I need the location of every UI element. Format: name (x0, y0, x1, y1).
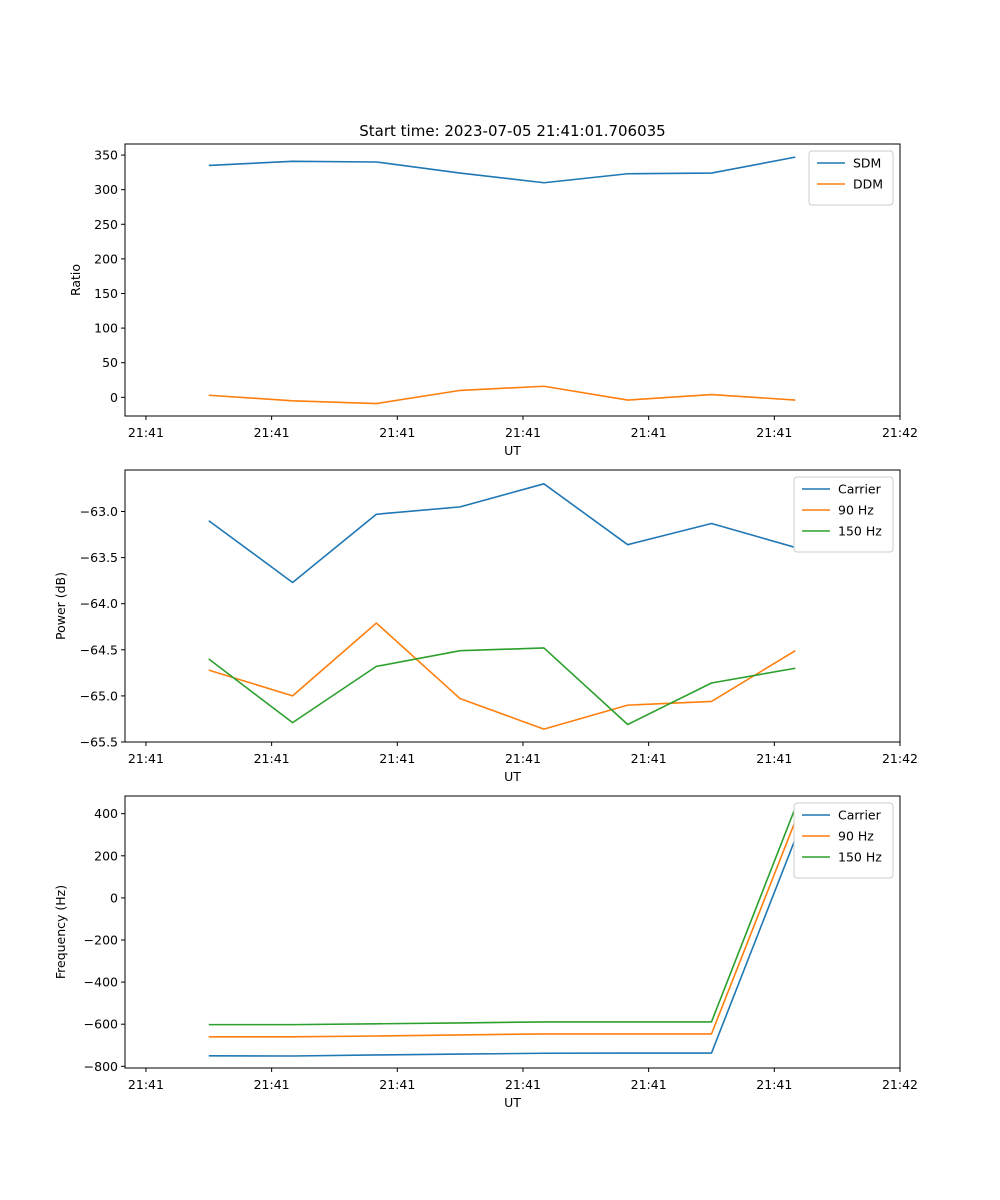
y-tick-label: 200 (94, 848, 118, 863)
y-tick-label: 50 (102, 355, 118, 370)
y-tick-label: 150 (94, 286, 118, 301)
x-tick-label: 21:41 (756, 751, 792, 766)
series-line-sdm (208, 156, 796, 184)
y-tick-label: 350 (94, 148, 118, 163)
y-tick-label: 300 (94, 182, 118, 197)
y-tick-label: −800 (84, 1059, 118, 1074)
y-tick-label: 0 (110, 890, 118, 905)
panel-3: −800 −600 −400 −200 0 200 400 21:41 21:41 21:41 21… (53, 795, 918, 1110)
legend: Carrier 90 Hz 150 Hz (793, 802, 894, 879)
chart-title: Start time: 2023-07-05 21:41:01.706035 (359, 122, 665, 140)
series-line-carrier (208, 838, 797, 1057)
x-tick-label: 21:41 (756, 425, 792, 440)
y-tick-label: −65.0 (80, 688, 118, 703)
series-line-90-hz (208, 622, 796, 730)
plot-frame (124, 795, 901, 1069)
x-tick-label: 21:41 (254, 1077, 290, 1092)
x-tick-label: 21:41 (631, 1077, 667, 1092)
x-axis-label: UT (504, 769, 521, 784)
x-tick-label: 21:41 (379, 751, 415, 766)
x-tick-label: 21:41 (505, 751, 541, 766)
legend-box (793, 476, 894, 553)
y-tick-label: −200 (84, 933, 118, 948)
y-axis-label: Ratio (68, 264, 83, 296)
panel-2: −65.5 −65.0 −64.5 −64.0 −63.5 −63.0 21:41 21:41… (53, 469, 918, 784)
y-axis-label: Frequency (Hz) (53, 885, 68, 979)
x-tick-label: 21:41 (505, 425, 541, 440)
legend-label: 90 Hz (838, 829, 874, 844)
series-line-carrier (208, 483, 796, 584)
panel-1: 0 50 100 150 200 250 300 350 21:41 21:41 21:41 21:4… (68, 143, 918, 458)
legend-label: Carrier (838, 808, 882, 823)
series-line-90-hz (208, 820, 797, 1038)
x-tick-label: 21:41 (505, 1077, 541, 1092)
y-tick-label: −63.5 (80, 550, 118, 565)
panels: 0 50 100 150 200 250 300 350 21:41 21:41 21:41 21:4… (53, 143, 918, 1110)
x-tick-label: 21:41 (631, 425, 667, 440)
series-line-ddm (208, 385, 796, 405)
x-tick-label: 21:41 (128, 751, 164, 766)
x-tick-label: 21:42 (882, 751, 918, 766)
y-tick-label: −64.5 (80, 642, 118, 657)
y-tick-label: −63.0 (80, 504, 118, 519)
series-line-150-hz (208, 807, 797, 1026)
x-tick-label: 21:41 (756, 1077, 792, 1092)
x-tick-label: 21:41 (254, 751, 290, 766)
legend-label: 150 Hz (838, 850, 882, 865)
legend-label: 90 Hz (838, 503, 874, 518)
legend-label: Carrier (838, 482, 882, 497)
series-line-150-hz (208, 647, 796, 726)
x-tick-label: 21:41 (379, 425, 415, 440)
x-tick-label: 21:41 (379, 1077, 415, 1092)
y-tick-label: 100 (94, 321, 118, 336)
y-tick-label: 400 (94, 806, 118, 821)
x-tick-label: 21:41 (254, 425, 290, 440)
legend: SDM DDM (808, 150, 894, 206)
plot-frame (124, 469, 901, 743)
legend: Carrier 90 Hz 150 Hz (793, 476, 894, 553)
x-tick-label: 21:42 (882, 425, 918, 440)
x-tick-label: 21:41 (631, 751, 667, 766)
legend-box (808, 150, 894, 206)
y-axis-label: Power (dB) (53, 572, 68, 640)
legend-label: SDM (853, 156, 881, 171)
x-tick-label: 21:41 (128, 425, 164, 440)
y-tick-label: −64.0 (80, 596, 118, 611)
y-tick-label: 250 (94, 217, 118, 232)
legend-label: DDM (853, 177, 883, 192)
y-tick-label: −600 (84, 1017, 118, 1032)
y-tick-label: 0 (110, 390, 118, 405)
x-axis-label: UT (504, 443, 521, 458)
y-tick-label: 200 (94, 251, 118, 266)
x-tick-label: 21:41 (128, 1077, 164, 1092)
plot-frame (124, 143, 901, 417)
y-tick-label: −65.5 (80, 735, 118, 750)
x-axis-label: UT (504, 1095, 521, 1110)
legend-label: 150 Hz (838, 524, 882, 539)
legend-box (793, 802, 894, 879)
x-tick-label: 21:42 (882, 1077, 918, 1092)
y-tick-label: −400 (84, 975, 118, 990)
